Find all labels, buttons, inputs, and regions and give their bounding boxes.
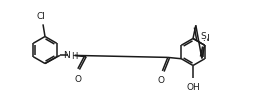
Text: S: S xyxy=(201,32,207,41)
Text: N: N xyxy=(202,34,209,43)
Text: N: N xyxy=(63,50,70,59)
Text: Cl: Cl xyxy=(37,12,45,21)
Text: O: O xyxy=(158,75,165,84)
Text: O: O xyxy=(75,74,82,83)
Text: H: H xyxy=(71,51,78,60)
Text: OH: OH xyxy=(186,82,200,91)
